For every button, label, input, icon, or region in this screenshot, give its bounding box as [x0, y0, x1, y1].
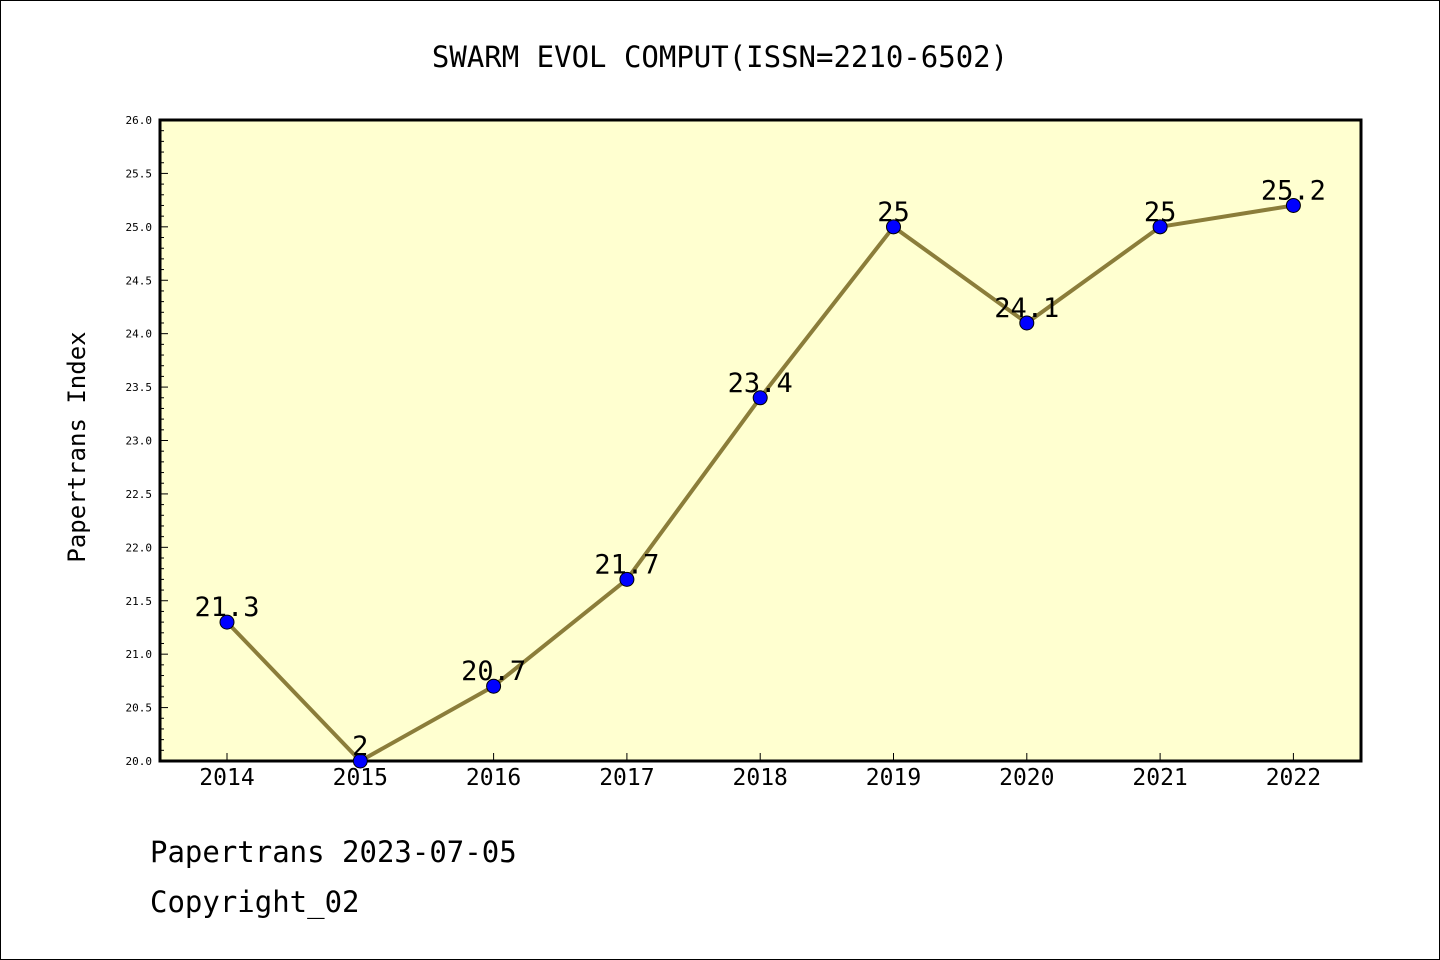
data-point — [886, 219, 901, 235]
y-tick-label: 24.0 — [126, 328, 153, 341]
y-tick-label: 22.5 — [126, 488, 153, 501]
y-tick-label: 24.5 — [126, 274, 153, 287]
data-label: 25.2 — [1261, 175, 1326, 206]
y-tick-label: 21.0 — [126, 648, 153, 661]
x-tick-label: 2021 — [1132, 765, 1187, 791]
y-tick-label: 20.5 — [126, 702, 153, 715]
data-label: 21.7 — [594, 549, 659, 580]
x-tick-label: 2016 — [466, 765, 521, 791]
y-tick-label: 22.0 — [126, 541, 153, 554]
y-tick-label: 25.5 — [126, 167, 153, 180]
data-point — [1152, 219, 1168, 235]
y-tick-label: 21.5 — [126, 595, 153, 608]
data-label: 21.3 — [194, 592, 259, 623]
x-tick-label: 2014 — [199, 765, 254, 791]
data-label: 2 — [352, 731, 368, 762]
y-tick-label: 23.5 — [126, 381, 153, 394]
y-tick-label: 23.0 — [126, 435, 153, 448]
x-tick-label: 2022 — [1266, 765, 1321, 791]
data-point — [1019, 315, 1035, 331]
footer-date-text: Papertrans 2023-07-05 — [150, 835, 517, 869]
data-point — [752, 390, 768, 406]
x-tick-label: 2020 — [999, 765, 1054, 791]
footer-copyright-text: Copyright_02 — [150, 885, 360, 919]
x-tick-label: 2015 — [333, 765, 388, 791]
x-tick-label: 2017 — [599, 765, 654, 791]
data-label: 25 — [1144, 197, 1177, 228]
data-label: 20.7 — [461, 656, 526, 687]
x-axis: 2014 2015 2016 2017 2018 2019 2020 2021 2022 — [199, 753, 1321, 791]
series-layer: 21.3 2 20.7 21.7 23.4 25 24.1 25 25.2 — [194, 175, 1326, 769]
data-label: 23.4 — [728, 368, 793, 399]
y-tick-label: 26.0 — [126, 114, 153, 127]
data-point — [486, 678, 502, 694]
y-tick-label: 20.0 — [126, 755, 153, 768]
y-tick-label: 25.0 — [126, 221, 153, 234]
x-tick-label: 2018 — [733, 765, 788, 791]
y-axis: 20.0 20.5 21.0 21.5 22.0 22.5 23.0 23.5 24.0 24.5… — [126, 114, 168, 768]
chart-title: SWARM EVOL COMPUT(ISSN=2210-6502) — [432, 40, 1008, 74]
y-axis-label: Papertrans Index — [63, 331, 91, 562]
data-label: 25 — [877, 197, 910, 228]
x-tick-label: 2019 — [866, 765, 921, 791]
data-point — [219, 614, 235, 630]
data-point — [352, 753, 368, 769]
data-point — [619, 571, 635, 587]
data-point — [1285, 197, 1301, 213]
data-label: 24.1 — [994, 293, 1059, 324]
plot-area — [158, 118, 1363, 763]
